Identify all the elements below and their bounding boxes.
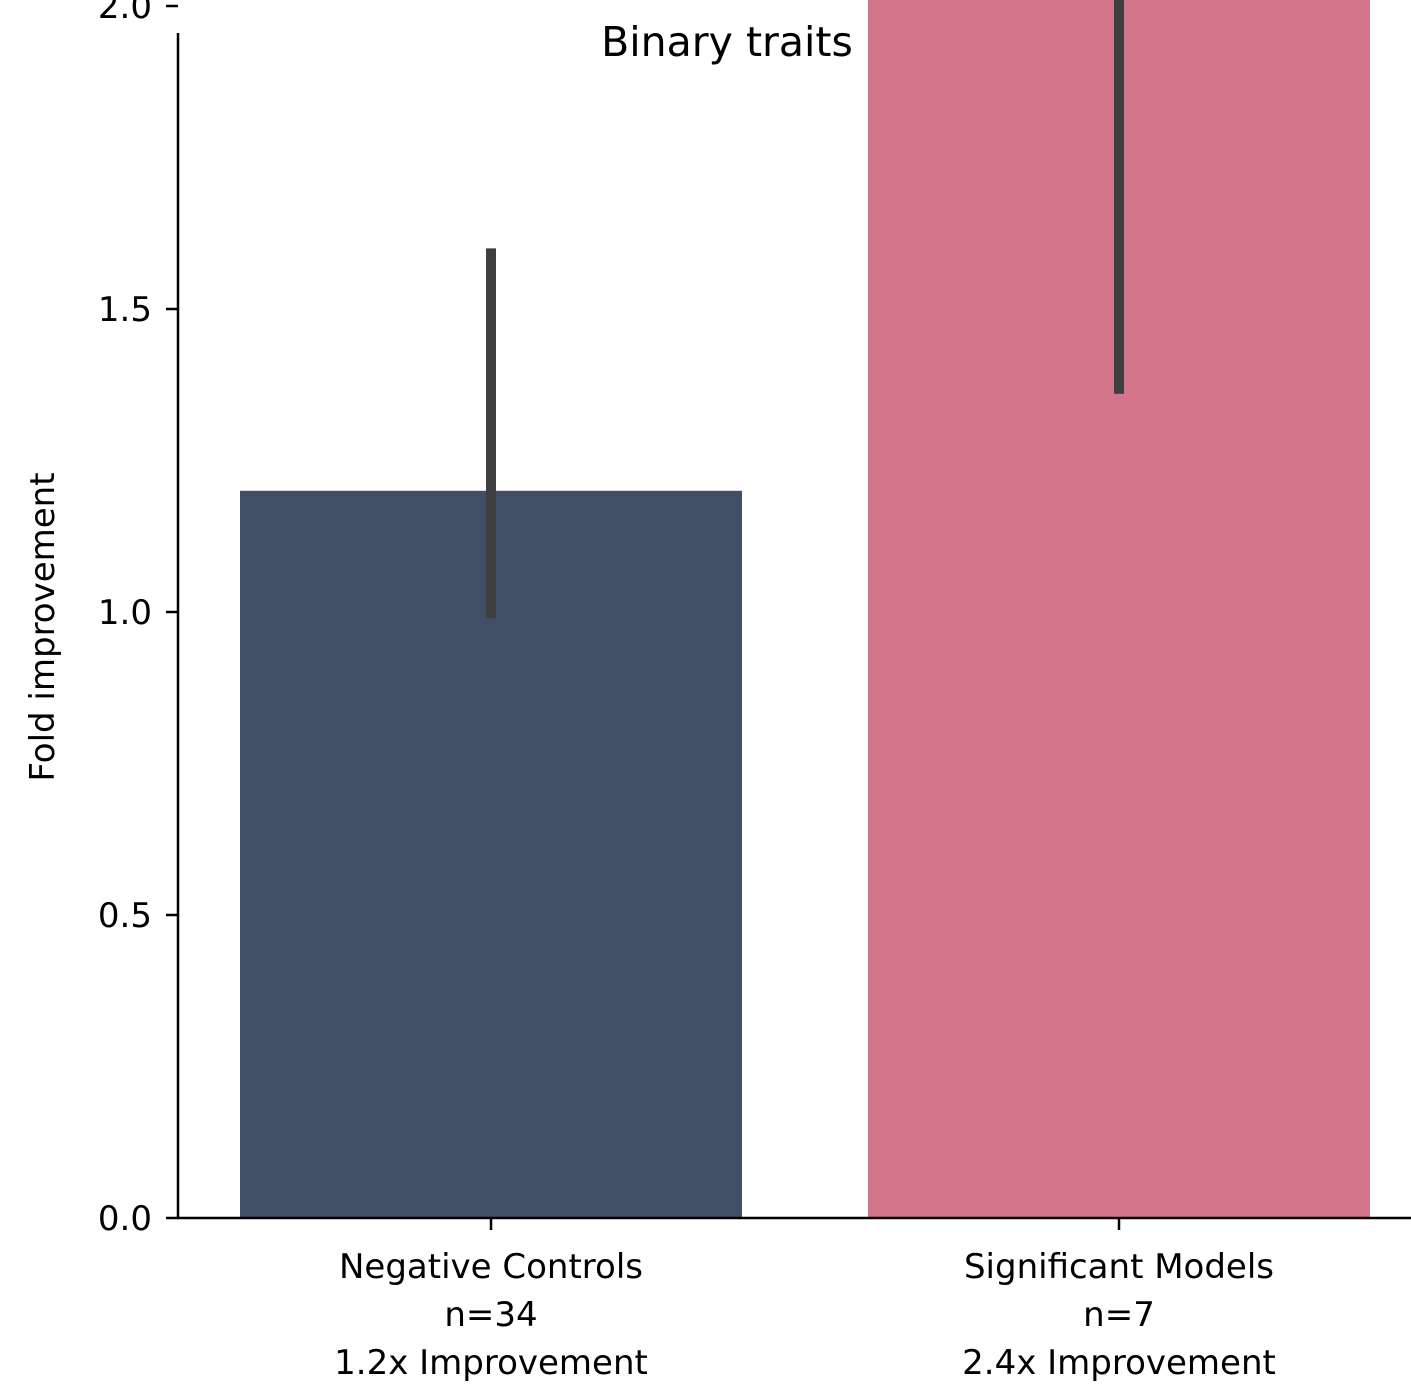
y-axis-ticks: 0.00.51.01.52.02.53.03.5 <box>98 0 178 1239</box>
x-tick-label-1-line1: Negative Controls <box>339 1247 643 1287</box>
x-tick-label-2-line3: 2.4x Improvement <box>962 1343 1276 1383</box>
y-tick-label: 0.5 <box>98 896 152 936</box>
bars <box>240 0 1370 1218</box>
x-tick-label-1-line2: n=34 <box>444 1295 537 1335</box>
x-axis-ticks: Negative Controls n=34 1.2x Improvement Sig… <box>334 1218 1276 1383</box>
x-tick-label-2-line1: Significant Models <box>964 1247 1274 1287</box>
chart-title: Binary traits <box>601 18 853 66</box>
y-axis-title: Fold improvement <box>23 472 63 781</box>
y-tick-label: 2.0 <box>98 0 152 27</box>
y-tick-label: 0.0 <box>98 1199 152 1239</box>
y-tick-label: 1.5 <box>98 290 152 330</box>
x-tick-label-1-line3: 1.2x Improvement <box>334 1343 648 1383</box>
y-tick-label: 1.0 <box>98 593 152 633</box>
error-bars <box>486 0 1124 619</box>
x-tick-label-2-line2: n=7 <box>1083 1295 1155 1335</box>
